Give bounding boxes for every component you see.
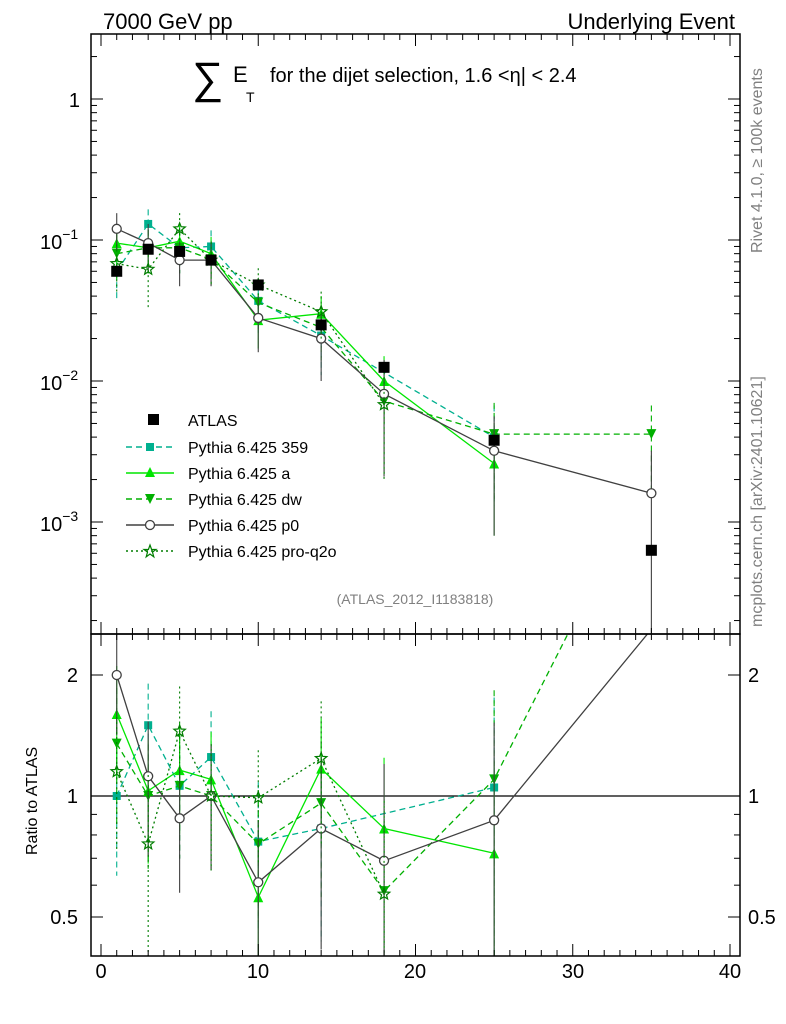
ratio-point: [376, 886, 392, 901]
legend-label-atlas: ATLAS: [188, 413, 238, 430]
legend-marker-atlas: [148, 414, 159, 425]
series-pa: [111, 224, 500, 536]
frames: [90, 33, 741, 957]
data-point: [111, 248, 122, 259]
mcplots-label: mcplots.cern.ch [arXiv:2401.10621]: [749, 376, 766, 627]
data-point: [488, 445, 500, 456]
analysis-id: (ATLAS_2012_I1183818): [337, 591, 494, 607]
ratio-tick-label-2-left: 2: [67, 665, 78, 687]
ratio-tick-label-2-right: 2: [748, 665, 759, 687]
data-point: [140, 261, 156, 276]
legend-label-pq2o: Pythia 6.425 pro-q2o: [188, 544, 337, 561]
legend-label-pa: Pythia 6.425 a: [188, 466, 290, 483]
data-point: [174, 254, 185, 266]
ratio-point: [140, 836, 156, 851]
y-tick-label-0.001: 10−3: [40, 508, 78, 536]
data-point: [253, 312, 264, 324]
atlas-point: [378, 361, 390, 373]
data-point: [646, 429, 657, 440]
atlas-point: [488, 434, 500, 446]
header-right: Underlying Event: [567, 9, 735, 34]
data-point: [172, 221, 187, 236]
rivet-label: Rivet 4.1.0, ≥ 100k events: [749, 68, 766, 253]
ratio-series-p0: [111, 634, 649, 956]
y-tick-label-1: 1: [69, 90, 80, 112]
title-t: T: [246, 89, 255, 105]
ratio-series-p359: [112, 683, 499, 956]
legend-marker-p0: [144, 519, 156, 531]
title-text: for the dijet selection, 1.6 <η| < 2.4: [270, 65, 577, 87]
ratio-frame: [90, 633, 741, 957]
x-tick-labels: 0 10 20 30 40: [95, 961, 741, 983]
ratio-y-tick-labels: 2 1 0.5 2 1 0.5: [50, 665, 776, 929]
ratio-ylabel: Ratio to ATLAS: [24, 747, 41, 855]
series-line-pq2o: [116, 227, 385, 405]
ratio-tick-label-0.5-left: 0.5: [50, 907, 78, 929]
x-tick-label-30: 30: [562, 961, 584, 983]
series-line-pa: [116, 240, 495, 465]
legend-label-p359: Pythia 6.425 359: [188, 440, 308, 457]
ratio-point: [250, 790, 266, 804]
ratio-line-p359: [116, 723, 495, 843]
ratio-line-pq2o: [116, 729, 385, 895]
x-tick-label-20: 20: [404, 961, 426, 983]
legend-label-pdw: Pythia 6.425 dw: [188, 492, 302, 509]
ratio-point: [112, 792, 121, 800]
ratio-point: [203, 788, 219, 803]
series-p359: [112, 209, 499, 506]
main-y-tick-labels: 1 10−1 10−2 10−3: [40, 90, 80, 536]
ratio-point: [109, 763, 124, 778]
x-tick-label-40: 40: [719, 961, 741, 983]
x-tick-label-0: 0: [95, 961, 106, 983]
ratio-point: [313, 750, 329, 765]
ratio-tick-label-0.5-right: 0.5: [748, 907, 776, 929]
atlas-point: [645, 544, 657, 556]
series-line-p359: [116, 222, 495, 438]
ratio-tick-label-1-right: 1: [748, 786, 759, 808]
atlas-point: [252, 279, 264, 291]
legend-marker-p359: [146, 443, 154, 451]
x-tick-label-10: 10: [247, 961, 269, 983]
ratio-point: [174, 813, 185, 824]
data-point: [313, 304, 329, 318]
ratio-tick-label-1-left: 1: [67, 786, 78, 808]
header-left: 7000 GeV pp: [103, 9, 233, 34]
data-point: [376, 396, 392, 411]
legend: ATLAS Pythia 6.425 359 Pythia 6.425 a Py…: [126, 413, 337, 561]
ratio-line-pa: [116, 713, 495, 899]
atlas-point: [174, 245, 186, 257]
data-point: [111, 223, 122, 234]
legend-marker-pq2o: [142, 543, 158, 559]
main-plot: [109, 209, 657, 634]
atlas-point: [315, 319, 327, 331]
atlas-point: [111, 265, 123, 277]
ratio-point: [253, 877, 264, 888]
ratio-point: [111, 669, 122, 681]
title-e: E: [233, 62, 248, 87]
series-atlas: [111, 243, 657, 556]
data-point: [646, 488, 657, 499]
title-sum-symbol: ∑: [192, 54, 223, 103]
legend-label-p0: Pythia 6.425 p0: [188, 518, 299, 535]
atlas-point: [142, 243, 154, 255]
legend-marker-pdw: [145, 494, 155, 504]
ratio-point: [488, 815, 500, 826]
legend-marker-pa: [145, 467, 155, 477]
atlas-point: [205, 254, 217, 266]
ratio-point: [172, 723, 187, 738]
y-tick-label-0.01: 10−2: [40, 367, 78, 395]
y-tick-label-0.1: 10−1: [40, 226, 78, 254]
ratio-series-pq2o: [109, 686, 392, 956]
